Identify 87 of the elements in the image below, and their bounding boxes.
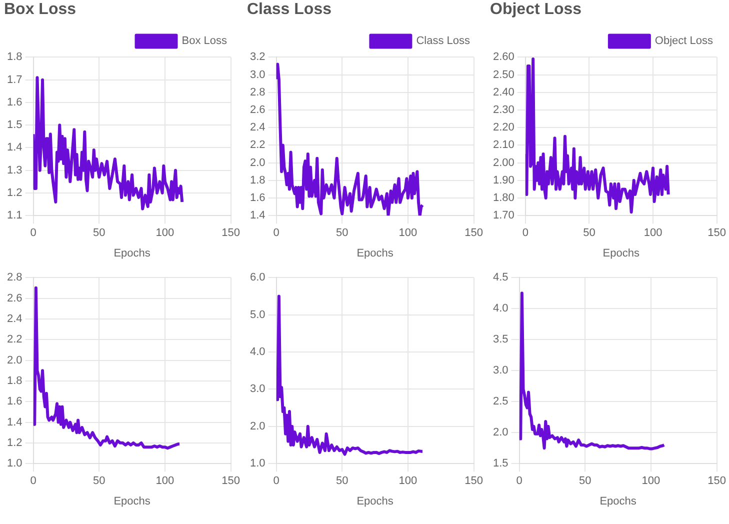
y-tick-label: 2.40 bbox=[492, 86, 514, 98]
y-tick-label: 3.2 bbox=[250, 51, 266, 64]
y-tick-label: 2.4 bbox=[250, 122, 266, 134]
y-tick-label: 1.6 bbox=[6, 396, 22, 408]
y-tick-label: 1.70 bbox=[492, 210, 514, 222]
chart-title: Object Loss bbox=[490, 1, 582, 18]
y-tick-label: 1.6 bbox=[6, 96, 22, 108]
x-tick-label: 50 bbox=[93, 227, 106, 240]
x-tick-label: 150 bbox=[222, 475, 240, 488]
y-tick-label: 2.0 bbox=[250, 420, 266, 432]
x-tick-label: 150 bbox=[464, 227, 484, 240]
x-tick-label: 150 bbox=[222, 227, 240, 240]
y-tick-label: 2.2 bbox=[250, 139, 266, 152]
y-tick-label: 2.2 bbox=[6, 334, 22, 346]
x-tick-label: 50 bbox=[336, 475, 348, 488]
x-tick-label: 150 bbox=[708, 475, 726, 488]
x-tick-label: 0 bbox=[516, 475, 522, 488]
y-tick-label: 1.5 bbox=[6, 119, 22, 132]
x-tick-label: 100 bbox=[398, 475, 418, 488]
x-tick-label: 0 bbox=[273, 227, 280, 240]
x-tick-label: 100 bbox=[156, 475, 174, 488]
x-tick-label: 0 bbox=[273, 475, 280, 488]
x-axis-title: Epochs bbox=[356, 495, 394, 508]
y-tick-label: 1.0 bbox=[250, 458, 266, 470]
x-axis-title: Epochs bbox=[602, 247, 640, 260]
x-tick-label: 50 bbox=[93, 475, 106, 488]
y-tick-label: 1.8 bbox=[6, 51, 22, 64]
y-tick-label: 1.8 bbox=[250, 174, 266, 186]
x-tick-label: 150 bbox=[708, 227, 726, 240]
y-tick-label: 3.0 bbox=[250, 383, 266, 396]
y-tick-label: 2.8 bbox=[250, 86, 266, 98]
x-tick-label: 0 bbox=[522, 227, 528, 240]
y-tick-label: 3.0 bbox=[492, 364, 508, 377]
y-tick-label: 2.20 bbox=[492, 122, 514, 134]
y-tick-label: 4.5 bbox=[492, 272, 508, 284]
y-tick-label: 1.2 bbox=[6, 436, 22, 449]
y-tick-label: 1.6 bbox=[250, 192, 266, 204]
x-tick-label: 100 bbox=[156, 227, 174, 240]
x-tick-label: 100 bbox=[644, 227, 662, 240]
x-tick-label: 100 bbox=[642, 475, 660, 488]
y-tick-label: 5.0 bbox=[250, 308, 266, 321]
x-tick-label: 100 bbox=[398, 227, 418, 240]
y-tick-label: 1.80 bbox=[492, 192, 514, 204]
y-tick-label: 1.7 bbox=[6, 74, 22, 86]
y-tick-label: 2.30 bbox=[492, 104, 514, 116]
x-tick-label: 0 bbox=[30, 475, 36, 488]
legend-label: Box Loss bbox=[182, 35, 228, 48]
y-tick-label: 4.0 bbox=[492, 302, 508, 315]
y-tick-label: 1.3 bbox=[6, 164, 22, 176]
y-tick-label: 3.0 bbox=[250, 68, 266, 81]
x-tick-label: 0 bbox=[30, 227, 36, 240]
y-tick-label: 2.6 bbox=[250, 104, 266, 116]
y-tick-label: 2.0 bbox=[492, 426, 508, 439]
y-tick-label: 2.0 bbox=[6, 354, 22, 366]
x-axis-title: Epochs bbox=[600, 495, 637, 508]
y-tick-label: 1.2 bbox=[6, 187, 22, 200]
y-tick-label: 2.4 bbox=[6, 312, 22, 325]
chart-title: Class Loss bbox=[247, 1, 332, 18]
y-tick-label: 2.6 bbox=[6, 292, 22, 304]
y-tick-label: 1.4 bbox=[6, 142, 22, 154]
x-axis-title: Epochs bbox=[356, 247, 394, 260]
legend-label: Class Loss bbox=[416, 35, 470, 48]
y-tick-label: 6.0 bbox=[250, 272, 266, 284]
y-tick-label: 4.0 bbox=[250, 346, 266, 358]
legend-label: Object Loss bbox=[654, 35, 714, 48]
y-tick-label: 2.0 bbox=[250, 156, 266, 169]
y-tick-label: 1.1 bbox=[6, 210, 22, 222]
x-tick-label: 50 bbox=[336, 227, 348, 240]
y-tick-label: 2.00 bbox=[492, 156, 514, 169]
y-tick-label: 1.4 bbox=[250, 210, 266, 222]
x-tick-label: 50 bbox=[579, 475, 592, 488]
x-tick-label: 150 bbox=[464, 475, 484, 488]
y-tick-label: 1.4 bbox=[6, 416, 22, 428]
chart-title: Box Loss bbox=[4, 1, 76, 18]
y-tick-label: 3.5 bbox=[492, 334, 508, 346]
y-tick-label: 1.0 bbox=[6, 458, 22, 470]
y-tick-label: 2.60 bbox=[492, 51, 514, 64]
x-axis-title: Epochs bbox=[114, 495, 151, 508]
y-tick-label: 1.90 bbox=[492, 174, 514, 186]
y-tick-label: 2.8 bbox=[6, 272, 22, 284]
y-tick-label: 1.8 bbox=[6, 374, 22, 387]
y-tick-label: 2.5 bbox=[492, 396, 508, 408]
y-tick-label: 2.50 bbox=[492, 68, 514, 81]
x-tick-label: 50 bbox=[583, 227, 596, 240]
y-tick-label: 1.5 bbox=[492, 458, 508, 470]
x-axis-title: Epochs bbox=[114, 247, 151, 260]
y-tick-label: 2.10 bbox=[492, 139, 514, 152]
